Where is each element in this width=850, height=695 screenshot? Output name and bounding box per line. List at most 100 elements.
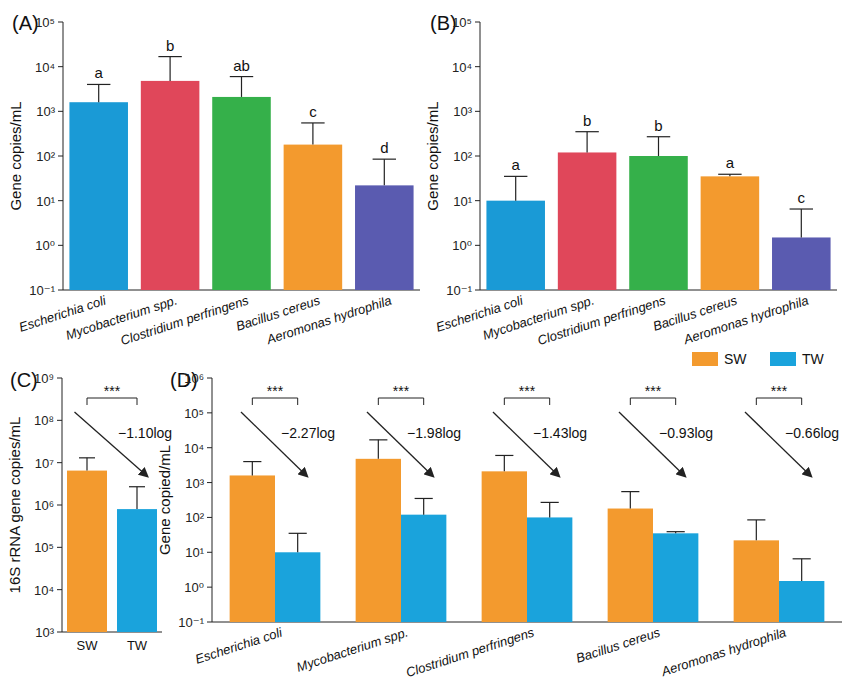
error-line [504,455,505,471]
significance-label: *** [771,383,788,399]
y-tick [58,22,63,23]
x-tick-label: Bacillus cereus [574,624,662,665]
log-change-label: −2.27log [281,425,335,441]
y-tick [58,245,63,246]
error-bar [289,533,307,552]
legend-swatch [692,352,718,366]
error-cap [747,519,765,520]
error-bar [369,440,387,459]
error-bar [87,84,110,102]
error-line [756,520,757,540]
group-letter: b [583,112,591,129]
bar [141,81,200,290]
error-cap [129,486,145,487]
significance-bracket [87,398,137,405]
y-tick-label: 10⁶ [184,371,204,386]
y-tick-label: 10¹ [453,194,472,209]
error-bar [667,532,685,534]
change-arrow [619,412,685,476]
y-tick [58,200,63,201]
error-bar [415,498,433,514]
y-tick-label: 10⁴ [452,60,472,75]
error-bar [647,137,670,156]
y-axis [480,22,481,290]
error-line [252,462,253,476]
y-tick-label: 10² [453,149,472,164]
y-tick [207,587,212,588]
y-tick [57,632,62,633]
y-tick [475,22,480,23]
significance-bracket [756,398,801,405]
y-tick [58,111,63,112]
significance-label: *** [645,383,662,399]
y-tick [57,378,62,379]
legend-swatch [770,352,796,366]
y-tick [57,505,62,506]
y-tick [207,622,212,623]
error-cap [87,84,110,85]
y-tick-label: 10⁸ [34,413,54,428]
bar [67,471,107,632]
y-tick [475,111,480,112]
group-letter: d [380,139,388,156]
error-cap [718,174,741,175]
group-letter: b [654,117,662,134]
y-tick [207,482,212,483]
y-tick [475,156,480,157]
y-tick-label: 10⁻¹ [446,283,472,298]
bar [772,237,831,290]
significance-label: *** [267,383,284,399]
y-axis-label: 16S rRNA gene copies/mL [6,417,23,594]
significance-bracket [504,398,549,405]
y-tick-label: 10⁵ [184,406,204,421]
y-tick-label: 10⁵ [34,540,54,555]
group-letter: a [726,154,735,171]
error-bar [621,492,639,509]
error-line [515,176,516,200]
group-letter: b [166,37,174,54]
error-bar [790,209,813,237]
y-tick-label: 10³ [453,104,472,119]
error-cap [647,136,670,137]
legend-label: TW [802,351,825,367]
change-arrow [367,412,433,476]
bar [608,509,653,622]
significance-bracket [378,398,423,405]
y-tick-label: 10⁻¹ [29,283,55,298]
error-cap [301,122,324,123]
y-tick [207,517,212,518]
y-tick-label: 10⁴ [35,60,55,75]
group-letter: c [798,189,806,206]
error-bar [747,520,765,540]
error-cap [289,533,307,534]
x-tick-label: Clostridium perfringens [404,624,536,680]
y-tick [475,245,480,246]
log-change-label: −0.66log [785,425,839,441]
bar [230,475,275,622]
bar [653,533,698,622]
y-tick-label: 10⁴ [184,441,204,456]
error-bar [793,559,811,581]
error-cap [373,159,396,160]
x-tick-label: Aeromonas hydrophila [659,625,788,680]
change-arrow [241,412,307,476]
y-axis [212,378,213,622]
bars [486,132,830,290]
x-tick-label: Clostridium perfringens [119,292,251,348]
error-bar [373,159,396,185]
error-line [86,458,87,471]
error-bar [495,455,513,471]
error-line [312,123,313,145]
error-cap [415,498,433,499]
error-bar [158,57,181,81]
x-tick-label: Clostridium perfringens [536,292,668,348]
y-tick-label: 10² [36,149,55,164]
log-change-label: −1.98log [407,425,461,441]
error-cap [504,176,527,177]
bar [401,515,446,622]
error-cap [790,208,813,209]
error-line [801,559,802,581]
y-tick-label: 10⁰ [35,238,55,253]
bar [779,581,824,622]
y-axis [63,22,64,290]
